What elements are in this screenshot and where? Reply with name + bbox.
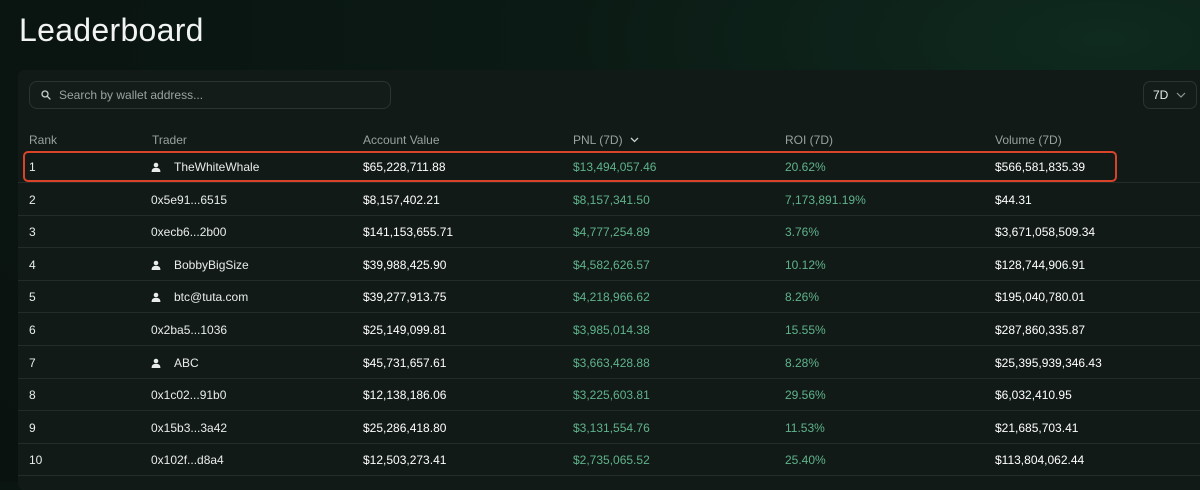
account-value-cell: $45,731,657.61 bbox=[363, 355, 447, 370]
table-row[interactable]: 1 TheWhiteWhale $65,228,711.88 $13,494,0… bbox=[18, 151, 1200, 183]
account-value-cell: $39,988,425.90 bbox=[363, 257, 447, 272]
pnl-cell: $3,131,554.76 bbox=[573, 420, 650, 435]
pnl-cell: $8,157,341.50 bbox=[573, 192, 650, 207]
pnl-cell: $3,985,014.38 bbox=[573, 323, 650, 337]
column-header-pnl-label: PNL (7D) bbox=[573, 133, 623, 147]
column-header-pnl[interactable]: PNL (7D) bbox=[573, 133, 639, 147]
column-header-account-value[interactable]: Account Value bbox=[363, 133, 440, 147]
volume-cell: $566,581,835.39 bbox=[995, 160, 1086, 174]
trader-cell[interactable]: BobbyBigSize bbox=[151, 249, 249, 281]
trader-cell[interactable]: 0x2ba5...1036 bbox=[151, 314, 227, 346]
account-value-cell: $65,228,711.88 bbox=[363, 160, 446, 174]
search-box[interactable] bbox=[29, 81, 391, 109]
rank-cell: 6 bbox=[29, 323, 36, 337]
table-row[interactable]: 3 0xecb6...2b00 $141,153,655.71 $4,777,2… bbox=[18, 216, 1200, 249]
table-row[interactable]: 5 btc@tuta.com $39,277,913.75 $4,218,966… bbox=[18, 281, 1200, 314]
trader-name[interactable]: 0x1c02...91b0 bbox=[151, 388, 227, 403]
volume-cell: $21,685,703.41 bbox=[995, 420, 1079, 435]
column-header-rank[interactable]: Rank bbox=[29, 133, 58, 147]
chevron-down-icon bbox=[630, 137, 639, 143]
roi-cell: 11.53% bbox=[785, 420, 825, 435]
rank-cell: 4 bbox=[29, 257, 36, 272]
account-value-cell: $25,286,418.80 bbox=[363, 420, 447, 435]
pnl-cell: $3,225,603.81 bbox=[573, 388, 650, 403]
person-icon bbox=[151, 293, 161, 303]
search-icon bbox=[41, 90, 51, 100]
trader-name[interactable]: btc@tuta.com bbox=[174, 290, 249, 305]
pnl-cell: $13,494,057.46 bbox=[573, 160, 657, 174]
pnl-cell: $4,777,254.89 bbox=[573, 225, 650, 240]
trader-cell[interactable]: 0xecb6...2b00 bbox=[151, 216, 226, 248]
roi-cell: 20.62% bbox=[785, 160, 826, 174]
person-icon bbox=[151, 260, 161, 270]
account-value-cell: $12,138,186.06 bbox=[363, 388, 447, 403]
rank-cell: 2 bbox=[29, 192, 36, 207]
period-select[interactable]: 7D bbox=[1143, 81, 1197, 109]
period-select-value: 7D bbox=[1153, 88, 1169, 102]
volume-cell: $128,744,906.91 bbox=[995, 257, 1086, 272]
trader-cell[interactable]: 0x5e91...6515 bbox=[151, 184, 227, 216]
trader-cell[interactable]: TheWhiteWhale bbox=[151, 151, 259, 183]
trader-name[interactable]: 0x2ba5...1036 bbox=[151, 323, 228, 337]
table-row[interactable]: 6 0x2ba5...1036 $25,149,099.81 $3,985,01… bbox=[18, 314, 1200, 346]
roi-cell: 8.26% bbox=[785, 290, 820, 305]
account-value-cell: $12,503,273.41 bbox=[363, 453, 447, 468]
roi-cell: 3.76% bbox=[785, 225, 820, 240]
trader-name[interactable]: TheWhiteWhale bbox=[174, 160, 260, 174]
account-value-cell: $8,157,402.21 bbox=[363, 192, 440, 207]
table-row[interactable]: 2 0x5e91...6515 $8,157,402.21 $8,157,341… bbox=[18, 184, 1200, 216]
volume-cell: $44.31 bbox=[995, 192, 1032, 207]
account-value-cell: $141,153,655.71 bbox=[363, 225, 454, 240]
volume-cell: $3,671,058,509.34 bbox=[995, 225, 1096, 240]
person-icon bbox=[151, 358, 161, 368]
volume-cell: $113,804,062.44 bbox=[995, 453, 1085, 468]
chevron-down-icon bbox=[1176, 92, 1186, 98]
column-header-trader[interactable]: Trader bbox=[152, 133, 187, 147]
roi-cell: 15.55% bbox=[785, 323, 826, 337]
column-header-roi[interactable]: ROI (7D) bbox=[785, 133, 833, 147]
pnl-cell: $2,735,065.52 bbox=[573, 453, 650, 468]
pnl-cell: $4,582,626.57 bbox=[573, 257, 650, 272]
roi-cell: 25.40% bbox=[785, 453, 826, 468]
rank-cell: 3 bbox=[29, 225, 36, 240]
trader-name[interactable]: ABC bbox=[174, 355, 199, 370]
account-value-cell: $25,149,099.81 bbox=[363, 323, 447, 337]
rank-cell: 8 bbox=[29, 388, 36, 403]
rank-cell: 10 bbox=[29, 453, 43, 468]
trader-cell[interactable]: 0x15b3...3a42 bbox=[151, 412, 227, 444]
pnl-cell: $3,663,428.88 bbox=[573, 355, 650, 370]
table-row[interactable]: 9 0x15b3...3a42 $25,286,418.80 $3,131,55… bbox=[18, 412, 1200, 444]
table-row[interactable]: 8 0x1c02...91b0 $12,138,186.06 $3,225,60… bbox=[18, 379, 1200, 412]
trader-name[interactable]: 0x15b3...3a42 bbox=[151, 420, 228, 435]
person-icon bbox=[151, 162, 161, 172]
pnl-cell: $4,218,966.62 bbox=[573, 290, 650, 305]
trader-name[interactable]: 0xecb6...2b00 bbox=[151, 225, 227, 240]
volume-cell: $25,395,939,346.43 bbox=[995, 355, 1102, 370]
trader-cell[interactable]: 0x102f...d8a4 bbox=[151, 444, 224, 476]
trader-name[interactable]: BobbyBigSize bbox=[174, 257, 249, 272]
rank-cell: 1 bbox=[29, 160, 36, 174]
roi-cell: 8.28% bbox=[785, 355, 820, 370]
volume-cell: $6,032,410.95 bbox=[995, 388, 1072, 403]
account-value-cell: $39,277,913.75 bbox=[363, 290, 447, 305]
volume-cell: $287,860,335.87 bbox=[995, 323, 1086, 337]
trader-cell[interactable]: btc@tuta.com bbox=[151, 281, 248, 313]
trader-cell[interactable]: 0x1c02...91b0 bbox=[151, 379, 226, 411]
trader-name[interactable]: 0x5e91...6515 bbox=[151, 192, 228, 207]
rank-cell: 9 bbox=[29, 420, 36, 435]
roi-cell: 10.12% bbox=[785, 257, 826, 272]
roi-cell: 7,173,891.19% bbox=[785, 192, 866, 207]
column-header-volume[interactable]: Volume (7D) bbox=[995, 133, 1062, 147]
volume-cell: $195,040,780.01 bbox=[995, 290, 1086, 305]
table-row[interactable]: 7 ABC $45,731,657.61 $3,663,428.88 8.28%… bbox=[18, 347, 1200, 379]
rank-cell: 7 bbox=[29, 355, 36, 370]
rank-cell: 5 bbox=[29, 290, 36, 305]
table-row[interactable]: 4 BobbyBigSize $39,988,425.90 $4,582,626… bbox=[18, 249, 1200, 281]
trader-name[interactable]: 0x102f...d8a4 bbox=[151, 453, 224, 468]
roi-cell: 29.56% bbox=[785, 388, 826, 403]
search-input[interactable] bbox=[59, 88, 359, 102]
trader-cell[interactable]: ABC bbox=[151, 347, 199, 379]
page-title: Leaderboard bbox=[19, 12, 204, 48]
table-row[interactable]: 10 0x102f...d8a4 $12,503,273.41 $2,735,0… bbox=[18, 444, 1200, 477]
